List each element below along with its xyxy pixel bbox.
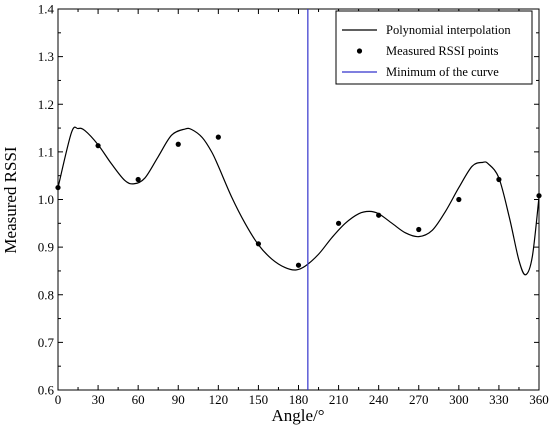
x-tick-label: 330 [489, 392, 509, 407]
measured-point [376, 212, 382, 218]
measured-point [335, 220, 342, 226]
x-axis-ticks: 0 30 60 90 120 150 180 210 240 270 300 330 360 [55, 9, 549, 407]
x-tick-label: 150 [249, 392, 269, 407]
y-tick-label: 0.7 [38, 335, 55, 350]
y-axis-ticks: 0.6 0.7 0.8 0.9 1.0 1.1 1.2 1.3 1.4 [38, 2, 539, 398]
x-tick-label: 30 [92, 392, 105, 407]
interpolation-curve [57, 126, 540, 276]
y-tick-label: 0.8 [38, 287, 54, 302]
measured-point [255, 241, 262, 247]
y-tick-label: 0.6 [38, 383, 55, 398]
x-tick-label: 210 [329, 392, 349, 407]
y-tick-label: 1.4 [38, 2, 55, 17]
measured-point [295, 262, 302, 268]
measured-point [95, 143, 101, 149]
y-tick-label: 1.1 [38, 144, 54, 159]
y-tick-label: 0.9 [38, 240, 54, 255]
y-tick-label: 1.3 [38, 49, 54, 64]
legend-swatch-points [356, 48, 363, 54]
legend-label-interpolation: Polynomial interpolation [386, 23, 511, 37]
measured-point [55, 184, 61, 191]
x-tick-label: 180 [289, 392, 309, 407]
x-tick-label: 240 [369, 392, 389, 407]
x-tick-label: 360 [529, 392, 549, 407]
x-tick-label: 90 [172, 392, 185, 407]
x-tick-label: 300 [449, 392, 469, 407]
x-tick-label: 120 [209, 392, 229, 407]
measured-point [135, 176, 141, 183]
x-tick-label: 0 [55, 392, 62, 407]
legend-label-minimum: Minimum of the curve [386, 65, 499, 79]
x-tick-label: 270 [409, 392, 429, 407]
y-axis-title: Measured RSSI [1, 146, 20, 254]
measured-point [416, 226, 422, 233]
legend: Polynomial interpolation Measured RSSI p… [335, 10, 533, 85]
measured-point [456, 196, 462, 203]
measured-point [175, 141, 181, 147]
y-tick-label: 1.2 [38, 97, 54, 112]
series-layer [55, 9, 542, 390]
measured-point [215, 134, 221, 140]
x-axis-title: Angle/° [271, 406, 324, 425]
measured-point [536, 193, 542, 199]
y-tick-label: 1.0 [38, 192, 54, 207]
legend-label-points: Measured RSSI points [386, 44, 499, 58]
measured-point [496, 176, 502, 183]
x-tick-label: 60 [132, 392, 145, 407]
